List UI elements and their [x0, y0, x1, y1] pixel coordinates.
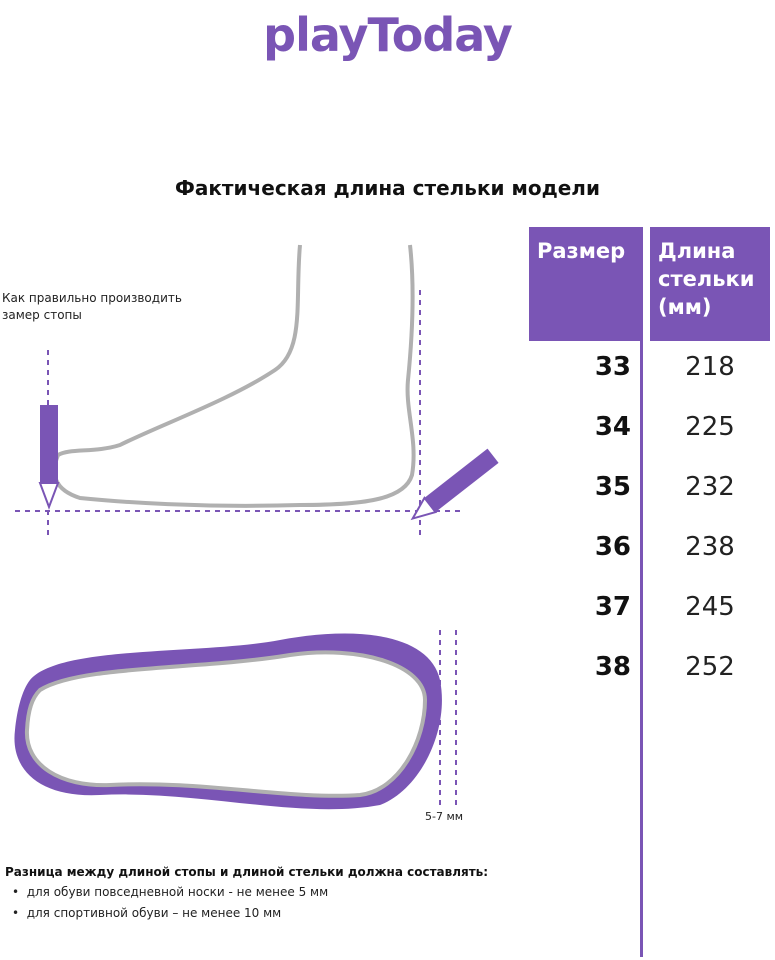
pencil-icon — [38, 405, 60, 510]
length-cell: 232 — [685, 472, 735, 502]
pencil-icon — [410, 448, 499, 521]
length-cell: 225 — [685, 412, 735, 442]
difference-item: • для спортивной обуви – не менее 10 мм — [12, 906, 282, 920]
measure-note: Как правильно производить замер стопы — [2, 291, 182, 322]
column-divider — [640, 227, 643, 957]
brand-logo: playToday — [263, 8, 513, 62]
size-cell: 34 — [594, 412, 631, 442]
header-length: Длина стельки (мм) — [650, 227, 770, 341]
page-title: Фактическая длина стельки модели — [175, 176, 600, 200]
gap-label: 5-7 мм — [425, 810, 464, 823]
length-cell: 252 — [685, 652, 735, 682]
length-cell: 218 — [685, 352, 735, 382]
size-cell: 35 — [594, 472, 631, 502]
size-cell: 37 — [594, 592, 631, 622]
difference-heading: Разница между длиной стопы и длиной стел… — [5, 865, 489, 879]
foot-side-illustration — [15, 244, 499, 540]
difference-item-text: для спортивной обуви – не менее 10 мм — [26, 906, 282, 920]
difference-item: • для обуви повседневной носки - не мене… — [12, 885, 329, 899]
difference-item-text: для обуви повседневной носки - не менее … — [26, 885, 329, 899]
size-cell: 33 — [594, 352, 631, 382]
length-cell: 245 — [685, 592, 735, 622]
size-cell: 38 — [594, 652, 631, 682]
size-cell: 36 — [594, 532, 631, 562]
header-size: Размер — [529, 227, 640, 341]
insole-top-illustration — [14, 630, 457, 810]
length-cell: 238 — [685, 532, 735, 562]
